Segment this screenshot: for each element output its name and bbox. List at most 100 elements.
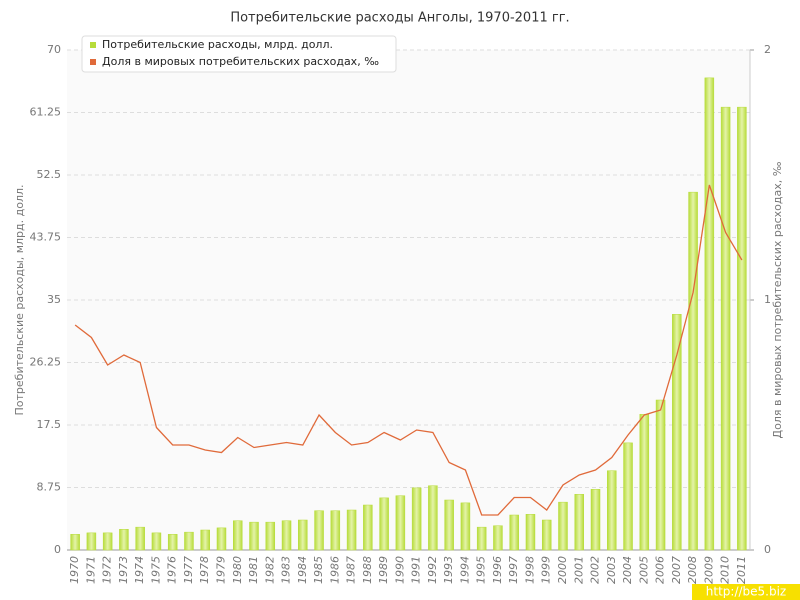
x-tick-label: 1973 — [117, 556, 130, 584]
y-tick-label: 0 — [54, 543, 61, 556]
watermark-bg — [692, 584, 800, 600]
x-tick-label: 1987 — [345, 556, 358, 584]
x-tick-label: 2010 — [719, 556, 732, 584]
x-tick-label: 2008 — [686, 556, 699, 584]
y-tick-label: 52.5 — [37, 168, 62, 181]
bar — [379, 497, 389, 551]
bar — [623, 442, 633, 551]
x-tick-label: 1982 — [263, 556, 276, 584]
x-tick-label: 1983 — [280, 556, 293, 584]
x-tick-label: 2000 — [556, 556, 569, 584]
x-tick-label: 1979 — [214, 556, 227, 584]
y-tick-label: 17.5 — [37, 418, 62, 431]
x-tick-label: 1994 — [458, 556, 471, 584]
bar — [346, 509, 357, 551]
bar — [151, 532, 162, 551]
y-tick-label: 61.25 — [30, 106, 62, 119]
bar — [314, 510, 324, 551]
bar — [281, 520, 292, 551]
y2-axis-label: Доля в мировых потребительских расходах,… — [771, 161, 784, 438]
bar — [509, 514, 519, 551]
bar — [135, 526, 145, 551]
bar — [167, 534, 178, 551]
x-tick-label: 2007 — [670, 556, 683, 584]
bar — [704, 77, 715, 551]
legend: Потребительские расходы, млрд. долл. Доля… — [81, 35, 397, 73]
x-tick-label: 1993 — [442, 556, 455, 584]
legend-box — [81, 35, 397, 73]
x-tick-label: 2006 — [654, 556, 667, 584]
x-tick-label: 1989 — [377, 556, 390, 584]
x-tick-label: 1972 — [101, 556, 114, 584]
x-tick-label: 2003 — [605, 556, 618, 584]
x-tick-label: 2005 — [637, 556, 650, 584]
x-tick-label: 1992 — [426, 556, 439, 584]
bar — [639, 414, 650, 551]
legend-swatch — [90, 59, 96, 65]
legend-label: Доля в мировых потребительских расходах,… — [102, 55, 379, 68]
bar — [428, 485, 438, 551]
y2-tick-label: 1 — [764, 293, 771, 306]
bar — [574, 494, 584, 551]
y-tick-label: 43.75 — [30, 231, 62, 244]
y-tick-label: 26.25 — [30, 356, 62, 369]
y-tick-label: 8.75 — [37, 481, 62, 494]
y2-tick-label: 0 — [764, 543, 771, 556]
bar — [265, 521, 276, 551]
y-tick-label: 70 — [47, 43, 61, 56]
line — [74, 184, 743, 516]
bar — [493, 525, 503, 551]
x-tick-label: 1971 — [84, 556, 97, 584]
x-tick-label: 1974 — [133, 556, 146, 584]
bar — [737, 106, 747, 551]
x-tick-label: 2011 — [735, 556, 748, 584]
bar — [444, 499, 454, 551]
bar — [119, 529, 129, 551]
x-tick-label: 1991 — [410, 556, 423, 584]
x-tick-label: 1999 — [540, 556, 553, 584]
x-tick-label: 2004 — [621, 556, 634, 584]
bar — [86, 532, 97, 551]
x-tick-label: 1978 — [198, 556, 211, 584]
x-tick-label: 1985 — [312, 556, 325, 584]
bar — [216, 527, 227, 551]
bar — [460, 502, 471, 551]
bar — [363, 504, 373, 551]
x-tick-label: 1981 — [247, 556, 260, 584]
legend-swatch — [90, 42, 96, 48]
x-tick-label: 1984 — [296, 556, 309, 584]
x-tick-label: 2001 — [572, 556, 585, 584]
x-tick-label: 1996 — [491, 556, 504, 584]
x-tick-label: 1997 — [507, 556, 520, 584]
bar — [541, 519, 552, 551]
bar — [720, 106, 731, 551]
legend-label: Потребительские расходы, млрд. долл. — [102, 38, 333, 51]
bar — [590, 489, 601, 551]
watermark: http://be5.biz — [706, 585, 786, 599]
chart-title: Потребительские расходы Анголы, 1970-201… — [230, 11, 569, 26]
bar — [688, 191, 698, 551]
x-tick-label: 1976 — [166, 556, 179, 584]
bar — [525, 514, 536, 551]
x-tick-label: 2009 — [702, 556, 715, 584]
bar — [70, 534, 80, 551]
x-tick-label: 1975 — [149, 556, 162, 584]
y-axis-label: Потребительские расходы, млрд. долл. — [13, 185, 26, 416]
x-tick-label: 1998 — [523, 556, 536, 584]
bar — [558, 501, 568, 551]
x-tick-label: 1977 — [182, 556, 195, 584]
bar — [298, 519, 308, 551]
bar — [330, 510, 341, 551]
bar — [102, 532, 113, 551]
bar — [200, 529, 210, 551]
bar — [249, 521, 259, 551]
bar — [476, 526, 487, 551]
bar — [184, 531, 194, 551]
bar — [607, 470, 617, 551]
x-tick-label: 1988 — [361, 556, 374, 584]
x-tick-label: 1970 — [68, 556, 81, 584]
y2-tick-label: 2 — [764, 43, 771, 56]
y-tick-label: 35 — [47, 293, 61, 306]
x-tick-label: 1986 — [328, 556, 341, 584]
x-tick-label: 1980 — [231, 556, 244, 584]
